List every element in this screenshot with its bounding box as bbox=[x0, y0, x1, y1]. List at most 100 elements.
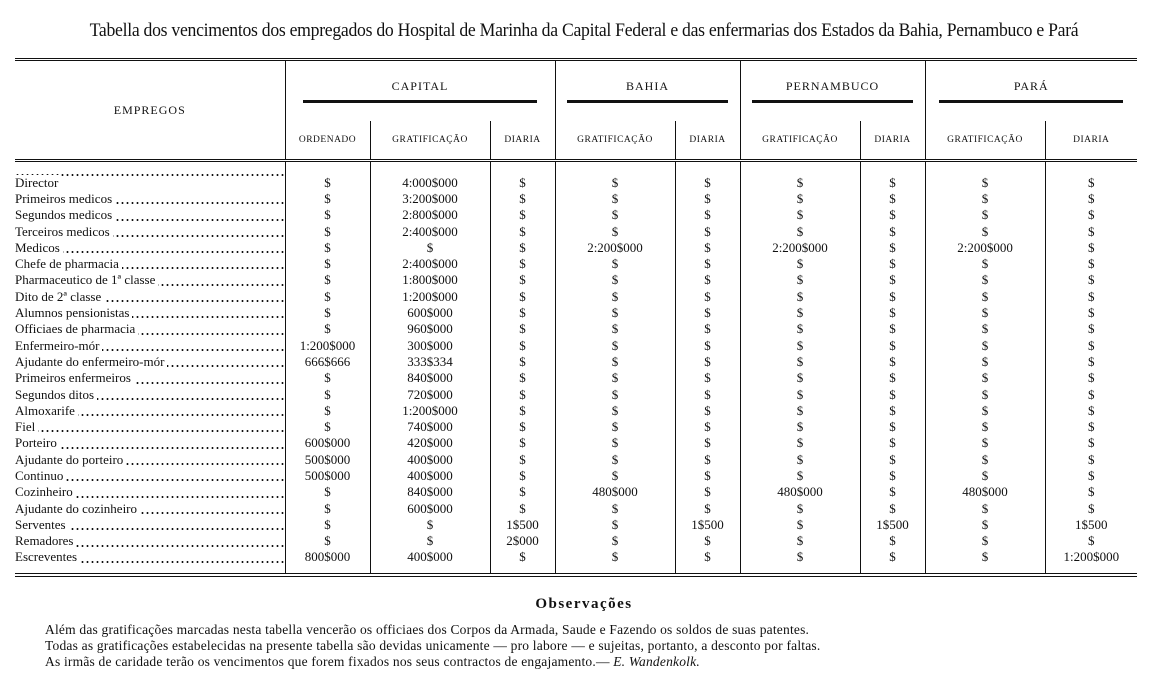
cell: $ bbox=[739, 353, 860, 370]
cell: 1$500 bbox=[859, 516, 926, 533]
label-text: Porteiro bbox=[15, 435, 60, 451]
note-line: Além das gratificações marcadas nesta ta… bbox=[45, 622, 810, 637]
cell: 1$500 bbox=[1044, 516, 1138, 533]
row-label: Director bbox=[15, 160, 285, 191]
group-name: CAPITAL bbox=[302, 79, 538, 103]
cell: $ bbox=[1044, 255, 1138, 272]
cell: $ bbox=[489, 434, 555, 452]
cell: $ bbox=[674, 304, 740, 321]
cell: $ bbox=[554, 255, 675, 272]
document-title: Tabella dos vencimentos dos empregados d… bbox=[89, 20, 1079, 41]
cell: $ bbox=[1044, 190, 1138, 207]
cell: $ bbox=[554, 304, 675, 321]
cell: $ bbox=[1044, 499, 1138, 517]
cell: $ bbox=[369, 532, 490, 549]
cell: $ bbox=[859, 451, 926, 468]
row-label: Segundos medicos bbox=[15, 206, 285, 223]
row-label: Remadores bbox=[15, 532, 285, 549]
cell: $ bbox=[674, 353, 740, 370]
row-label: Ajudante do porteiro bbox=[15, 451, 285, 468]
cell: $ bbox=[924, 304, 1046, 321]
cell: $ bbox=[284, 239, 370, 256]
cell: $ bbox=[1044, 483, 1138, 500]
cell: $ bbox=[859, 499, 926, 517]
cell: $ bbox=[859, 206, 926, 223]
table-row: Ajudante do cozinheiro $600$000 $ $ $ $ $ $ $ bbox=[15, 499, 1138, 517]
column-header: GRATIFICAÇÃO bbox=[369, 121, 490, 162]
cell: $ bbox=[924, 255, 1046, 272]
table-row: Terceiros medicos $2:400$000 $ $ $ $ $ $ $ bbox=[15, 222, 1138, 240]
cell: $ bbox=[554, 288, 675, 305]
cell: 400$000 bbox=[369, 451, 490, 468]
label-text: Remadores bbox=[15, 533, 77, 549]
cell: 1:200$000 bbox=[369, 288, 490, 305]
cell: $ bbox=[489, 402, 555, 419]
cell: 500$000 bbox=[284, 451, 370, 468]
cell: $ bbox=[554, 336, 675, 354]
table-row: Officiaes de pharmacia $960$000 $ $ $ $ $ $ $ bbox=[15, 320, 1138, 337]
row-label: Primeiros medicos bbox=[15, 190, 285, 207]
cell: $ bbox=[554, 271, 675, 289]
cell: 666$666 bbox=[284, 353, 370, 370]
cell: $ bbox=[284, 516, 370, 533]
note-line: Todas as gratificações estabelecidas na … bbox=[45, 638, 821, 653]
cell: $ bbox=[924, 418, 1046, 435]
column-header: DIARIA bbox=[859, 121, 926, 162]
cell: $ bbox=[674, 206, 740, 223]
table-row: Primeiros medicos $3:200$000 $ $ $ $ $ $ $ bbox=[15, 190, 1138, 207]
cell: 1:800$000 bbox=[369, 271, 490, 289]
cell: $ bbox=[739, 160, 860, 191]
cell: $ bbox=[924, 467, 1046, 484]
cell: $ bbox=[489, 451, 555, 468]
table-row: Alumnos pensionistas $600$000 $ $ $ $ $ $ $ bbox=[15, 304, 1138, 321]
cell: $ bbox=[924, 532, 1046, 549]
cell: $ bbox=[674, 434, 740, 452]
column-header: EMPREGOS bbox=[15, 59, 285, 162]
cell: $ bbox=[1044, 353, 1138, 370]
cell: 400$000 bbox=[369, 548, 490, 576]
table-row: Director $4:000$000 $ $ $ $ $ $ $ bbox=[15, 160, 1138, 191]
cell: $ bbox=[739, 222, 860, 240]
cell: $ bbox=[739, 304, 860, 321]
group-name: PERNAMBUCO bbox=[752, 79, 913, 103]
cell: $ bbox=[739, 190, 860, 207]
group-header: PERNAMBUCO bbox=[739, 59, 926, 121]
label-text: Alumnos pensionistas bbox=[15, 305, 133, 321]
cell: $ bbox=[554, 451, 675, 468]
cell: $ bbox=[924, 160, 1046, 191]
cell: 480$000 bbox=[554, 483, 675, 500]
label-text: Segundos medicos bbox=[15, 207, 116, 223]
group-header: CAPITAL bbox=[284, 59, 555, 121]
table-row: Fiel $740$000 $ $ $ $ $ $ $ bbox=[15, 418, 1138, 435]
cell: $ bbox=[1044, 451, 1138, 468]
cell: 600$000 bbox=[284, 434, 370, 452]
cell: $ bbox=[369, 516, 490, 533]
cell: 1$500 bbox=[674, 516, 740, 533]
cell: $ bbox=[489, 548, 555, 576]
cell: $ bbox=[554, 353, 675, 370]
label-text: Almoxarife bbox=[15, 402, 78, 418]
row-label: Dito de 2ª classe bbox=[15, 288, 285, 305]
table-head: EMPREGOS CAPITAL BAHIA PERNAMBUCO PARÁ ORDENA… bbox=[15, 59, 1138, 162]
cell: $ bbox=[859, 353, 926, 370]
cell: 1:200$000 bbox=[369, 402, 490, 419]
table-body: Director $4:000$000 $ $ $ $ $ $ $ Primeiros medic… bbox=[15, 160, 1138, 576]
group-name: PARÁ bbox=[939, 79, 1124, 103]
cell: 600$000 bbox=[369, 304, 490, 321]
cell: $ bbox=[859, 369, 926, 386]
cell: $ bbox=[924, 516, 1046, 533]
cell: $ bbox=[284, 271, 370, 289]
cell: 300$000 bbox=[369, 336, 490, 354]
cell: $ bbox=[739, 369, 860, 386]
row-label: Enfermeiro-mór bbox=[15, 336, 285, 354]
row-label: Alumnos pensionistas bbox=[15, 304, 285, 321]
cell: $ bbox=[674, 160, 740, 191]
cell: $ bbox=[739, 548, 860, 576]
table-row: Pharmaceutico de 1ª classe $1:800$000 $ $ $ $… bbox=[15, 271, 1138, 289]
column-header: ORDENADO bbox=[284, 121, 370, 162]
cell: $ bbox=[489, 255, 555, 272]
label-text: Fiel bbox=[15, 419, 39, 435]
cell: $ bbox=[1044, 160, 1138, 191]
cell: $ bbox=[489, 190, 555, 207]
table-row: Segundos medicos $2:800$000 $ $ $ $ $ $ $ bbox=[15, 206, 1138, 223]
